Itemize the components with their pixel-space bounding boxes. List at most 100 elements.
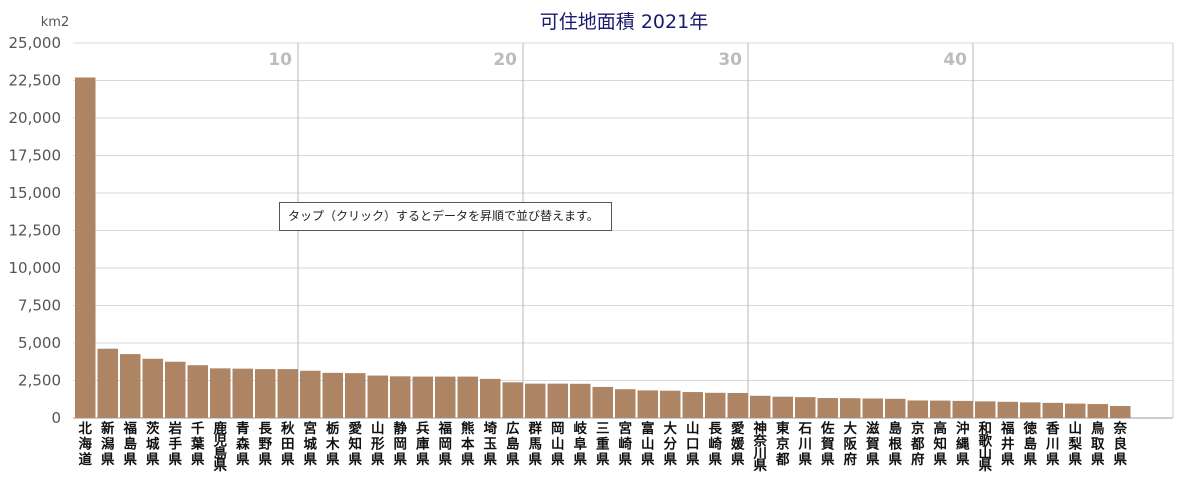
bar[interactable] — [862, 398, 884, 419]
bar[interactable] — [255, 369, 276, 418]
bar[interactable] — [1065, 403, 1086, 418]
bar[interactable] — [502, 382, 524, 418]
bar[interactable] — [345, 373, 366, 418]
bar[interactable] — [480, 378, 501, 418]
rank-label: 10 — [268, 50, 292, 70]
x-category-label: 埼玉県 — [484, 420, 498, 468]
x-category-label: 香川県 — [1045, 420, 1060, 468]
bar[interactable] — [795, 397, 816, 418]
y-tick-label: 15,000 — [9, 184, 62, 202]
x-category-label: 青森県 — [236, 420, 250, 468]
x-category-label: 宮崎県 — [619, 420, 633, 468]
y-tick-label: 12,500 — [9, 222, 62, 240]
x-category-label: 神奈川県 — [753, 420, 768, 474]
bar[interactable] — [367, 375, 389, 418]
bar[interactable] — [727, 392, 749, 418]
x-labels: 北海道新潟県福島県茨城県岩手県千葉県鹿児島県青森県長野県秋田県宮城県栃木県愛知県… — [79, 420, 1128, 474]
bar[interactable] — [322, 372, 344, 418]
y-tick-label: 17,500 — [9, 147, 62, 165]
x-category-label: 島根県 — [889, 420, 903, 468]
y-unit-label: km2 — [41, 15, 69, 30]
x-category-label: 静岡県 — [394, 420, 408, 468]
x-category-label: 三重県 — [596, 421, 610, 468]
bar[interactable] — [412, 376, 434, 418]
x-category-label: 東京都 — [775, 420, 790, 468]
bar[interactable] — [525, 383, 546, 418]
x-category-label: 長崎県 — [709, 421, 723, 468]
x-category-label: 新潟県 — [101, 420, 115, 468]
x-category-label: 茨城県 — [146, 420, 160, 468]
bar[interactable] — [975, 401, 996, 418]
bar[interactable] — [97, 348, 119, 418]
y-tick-label: 25,000 — [9, 34, 62, 52]
bar[interactable] — [435, 376, 456, 418]
bar[interactable] — [1087, 404, 1109, 418]
bar[interactable] — [165, 361, 186, 418]
rank-label: 20 — [493, 50, 517, 70]
bar[interactable] — [660, 390, 681, 418]
bar[interactable] — [750, 395, 771, 418]
x-category-label: 大阪府 — [844, 420, 858, 468]
x-category-label: 和歌山県 — [979, 421, 993, 474]
x-category-label: 長野県 — [259, 421, 273, 468]
bar[interactable] — [615, 389, 636, 418]
bar[interactable] — [1110, 406, 1131, 418]
bar[interactable] — [210, 368, 231, 418]
x-category-label: 福岡県 — [438, 420, 453, 468]
x-category-label: 愛知県 — [349, 420, 363, 468]
bar[interactable] — [840, 398, 861, 418]
bar[interactable] — [885, 398, 906, 418]
bar[interactable] — [457, 376, 479, 418]
bar[interactable] — [277, 369, 299, 418]
x-category-label: 山梨県 — [1068, 421, 1083, 468]
x-category-label: 京都府 — [910, 420, 925, 468]
bar[interactable] — [952, 400, 974, 418]
x-category-label: 山形県 — [371, 421, 385, 468]
bar[interactable] — [682, 392, 704, 418]
x-category-label: 兵庫県 — [416, 420, 430, 468]
x-category-label: 秋田県 — [281, 420, 295, 468]
bar[interactable] — [75, 77, 96, 419]
bar[interactable] — [1020, 402, 1041, 418]
y-tick-label: 5,000 — [18, 334, 61, 352]
bar[interactable] — [907, 400, 929, 418]
sort-hint-tooltip[interactable]: タップ（クリック）するとデータを昇順で並び替えます。 — [279, 202, 612, 231]
bar[interactable] — [300, 370, 321, 418]
bar[interactable] — [637, 390, 659, 418]
bar[interactable] — [187, 365, 209, 418]
y-tick-label: 2,500 — [18, 372, 61, 390]
x-category-label: 福島県 — [123, 420, 138, 468]
x-category-label: 高知県 — [934, 420, 948, 468]
rank-label: 40 — [943, 50, 967, 70]
x-category-label: 岡山県 — [551, 421, 565, 468]
x-category-label: 沖縄県 — [956, 420, 970, 468]
x-category-label: 栃木県 — [325, 420, 340, 468]
x-category-label: 富山県 — [641, 420, 655, 468]
bar[interactable] — [232, 368, 254, 418]
x-category-label: 広島県 — [506, 420, 520, 468]
x-category-label: 福井県 — [1000, 420, 1015, 468]
bar[interactable] — [120, 354, 141, 418]
bar[interactable] — [547, 383, 569, 418]
x-category-label: 奈良県 — [1113, 420, 1128, 468]
x-category-label: 愛媛県 — [730, 420, 745, 468]
bar[interactable] — [142, 358, 164, 418]
bar[interactable] — [1042, 402, 1064, 418]
gridlines — [73, 42, 1174, 419]
bar[interactable] — [997, 401, 1019, 418]
bar[interactable] — [705, 392, 726, 418]
x-category-label: 山口県 — [686, 421, 700, 468]
y-tick-label: 22,500 — [9, 72, 62, 90]
bar[interactable] — [570, 383, 591, 418]
bar[interactable] — [817, 398, 839, 418]
bars[interactable] — [75, 77, 1131, 419]
y-tick-label: 7,500 — [18, 297, 61, 315]
x-category-label: 滋賀県 — [865, 420, 880, 468]
y-tick-label: 10,000 — [9, 259, 62, 277]
bar[interactable] — [390, 376, 411, 418]
bar[interactable] — [772, 396, 794, 418]
bar[interactable] — [930, 400, 951, 418]
bar[interactable] — [592, 386, 614, 418]
x-category-label: 千葉県 — [190, 420, 205, 468]
